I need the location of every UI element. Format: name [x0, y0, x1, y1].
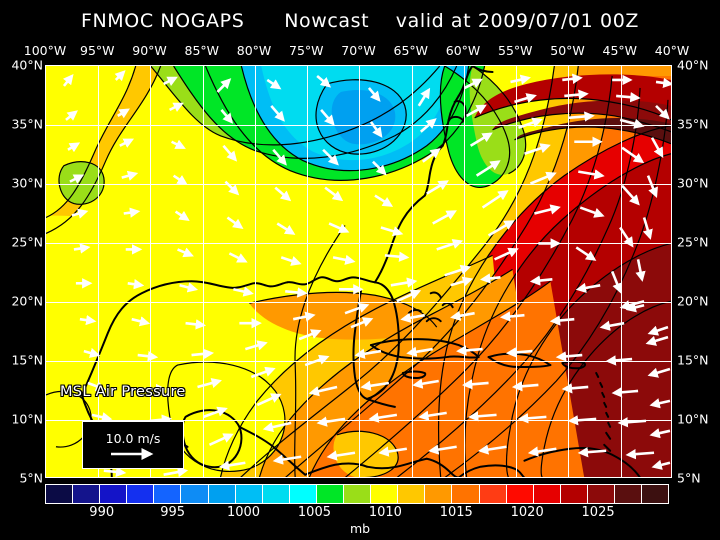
lon-tick-60W: 60°W	[445, 43, 481, 58]
colorbar-tick-1020: 1020	[510, 505, 544, 520]
lat-tick-30N: 30°N	[11, 175, 43, 191]
lat-tick-40N: 40°N	[677, 57, 709, 73]
colorbar-cell	[127, 485, 155, 503]
colorbar-cell	[587, 485, 615, 503]
lon-tick-55W: 55°W	[497, 43, 533, 58]
lat-tick-15N: 15°N	[11, 352, 43, 368]
latitude-axis-left: 40°N 35°N 30°N 25°N 20°N 15°N 10°N 5°N	[0, 58, 45, 486]
lat-tick-35N: 35°N	[677, 116, 709, 132]
lat-tick-15N: 15°N	[677, 352, 709, 368]
colorbar-cell	[100, 485, 128, 503]
lon-tick-70W: 70°W	[341, 43, 376, 58]
colorbar-cell	[506, 485, 534, 503]
colorbar	[45, 484, 669, 504]
colorbar-tick-1010: 1010	[368, 505, 402, 520]
colorbar-cell	[614, 485, 643, 503]
colorbar-cell	[533, 485, 561, 503]
latitude-axis-right: 40°N 35°N 30°N 25°N 20°N 15°N 10°N 5°N	[673, 58, 720, 486]
colorbar-cell	[154, 485, 182, 503]
colorbar-tick-1025: 1025	[581, 505, 615, 520]
lat-tick-35N: 35°N	[11, 116, 43, 132]
longitude-axis: 100°W 95°W 90°W 85°W 80°W 75°W 70°W 65°W 60°W 55°…	[24, 43, 689, 61]
colorbar-unit-label: mb	[349, 521, 371, 536]
lon-tick-80W: 80°W	[236, 43, 272, 58]
map-plot-area[interactable]: MSL Air Pressure 10.0 m/s	[45, 65, 672, 478]
wind-vector-key: 10.0 m/s	[82, 421, 184, 469]
lat-tick-10N: 10°N	[677, 411, 709, 427]
lat-tick-5N: 5°N	[19, 470, 43, 486]
colorbar-tick-1015: 1015	[439, 505, 473, 520]
colorbar-cell	[452, 485, 480, 503]
colorbar-ticks: 990 995 1000 1005 1010 1015 1020 1025	[45, 505, 669, 523]
colorbar-cell	[262, 485, 290, 503]
lat-tick-5N: 5°N	[677, 470, 701, 486]
lat-tick-10N: 10°N	[11, 411, 43, 427]
lon-tick-45W: 45°W	[602, 43, 638, 58]
colorbar-cell	[344, 485, 372, 503]
pressure-field-layer	[46, 66, 671, 477]
wind-vector-key-label: 10.0 m/s	[105, 430, 161, 446]
colorbar-cell	[560, 485, 588, 503]
field-label: MSL Air Pressure	[60, 384, 186, 400]
colorbar-cell	[46, 485, 74, 503]
lon-tick-50W: 50°W	[550, 43, 585, 58]
figure-title: FNMOC NOGAPS Nowcast valid at 2009/07/01…	[0, 8, 720, 34]
colorbar-cell	[371, 485, 399, 503]
colorbar-cell	[398, 485, 426, 503]
colorbar-cell	[73, 485, 101, 503]
lat-tick-20N: 20°N	[677, 293, 709, 309]
lon-tick-90W: 90°W	[132, 43, 167, 58]
lat-tick-25N: 25°N	[11, 234, 43, 250]
wind-vector-key-arrow	[111, 447, 154, 460]
lon-tick-65W: 65°W	[393, 43, 429, 58]
wind-vector-layer	[62, 70, 671, 477]
colorbar-tick-1005: 1005	[297, 505, 331, 520]
lat-tick-40N: 40°N	[11, 57, 43, 73]
colorbar-cells	[45, 484, 669, 504]
colorbar-cell	[289, 485, 317, 503]
lat-tick-25N: 25°N	[677, 234, 709, 250]
lon-tick-40W: 40°W	[654, 43, 690, 58]
lon-tick-95W: 95°W	[79, 43, 115, 58]
lon-tick-100W: 100°W	[23, 43, 67, 58]
colorbar-tick-1000: 1000	[226, 505, 261, 520]
colorbar-cell	[208, 485, 236, 503]
lat-tick-20N: 20°N	[11, 293, 43, 309]
colorbar-tick-990: 990	[89, 505, 115, 520]
map-gridlines	[46, 66, 671, 477]
colorbar-tick-995: 995	[160, 505, 186, 520]
colorbar-cell	[479, 485, 507, 503]
colorbar-cell	[181, 485, 209, 503]
lon-tick-75W: 75°W	[288, 43, 324, 58]
colorbar-cell	[235, 485, 263, 503]
colorbar-cell	[425, 485, 453, 503]
colorbar-cell	[316, 485, 345, 503]
title-text: FNMOC NOGAPS Nowcast valid at 2009/07/01…	[80, 10, 640, 32]
lat-tick-30N: 30°N	[677, 175, 709, 191]
pressure-contour-layer	[46, 66, 671, 477]
lon-tick-85W: 85°W	[184, 43, 220, 58]
colorbar-cell	[642, 485, 669, 503]
